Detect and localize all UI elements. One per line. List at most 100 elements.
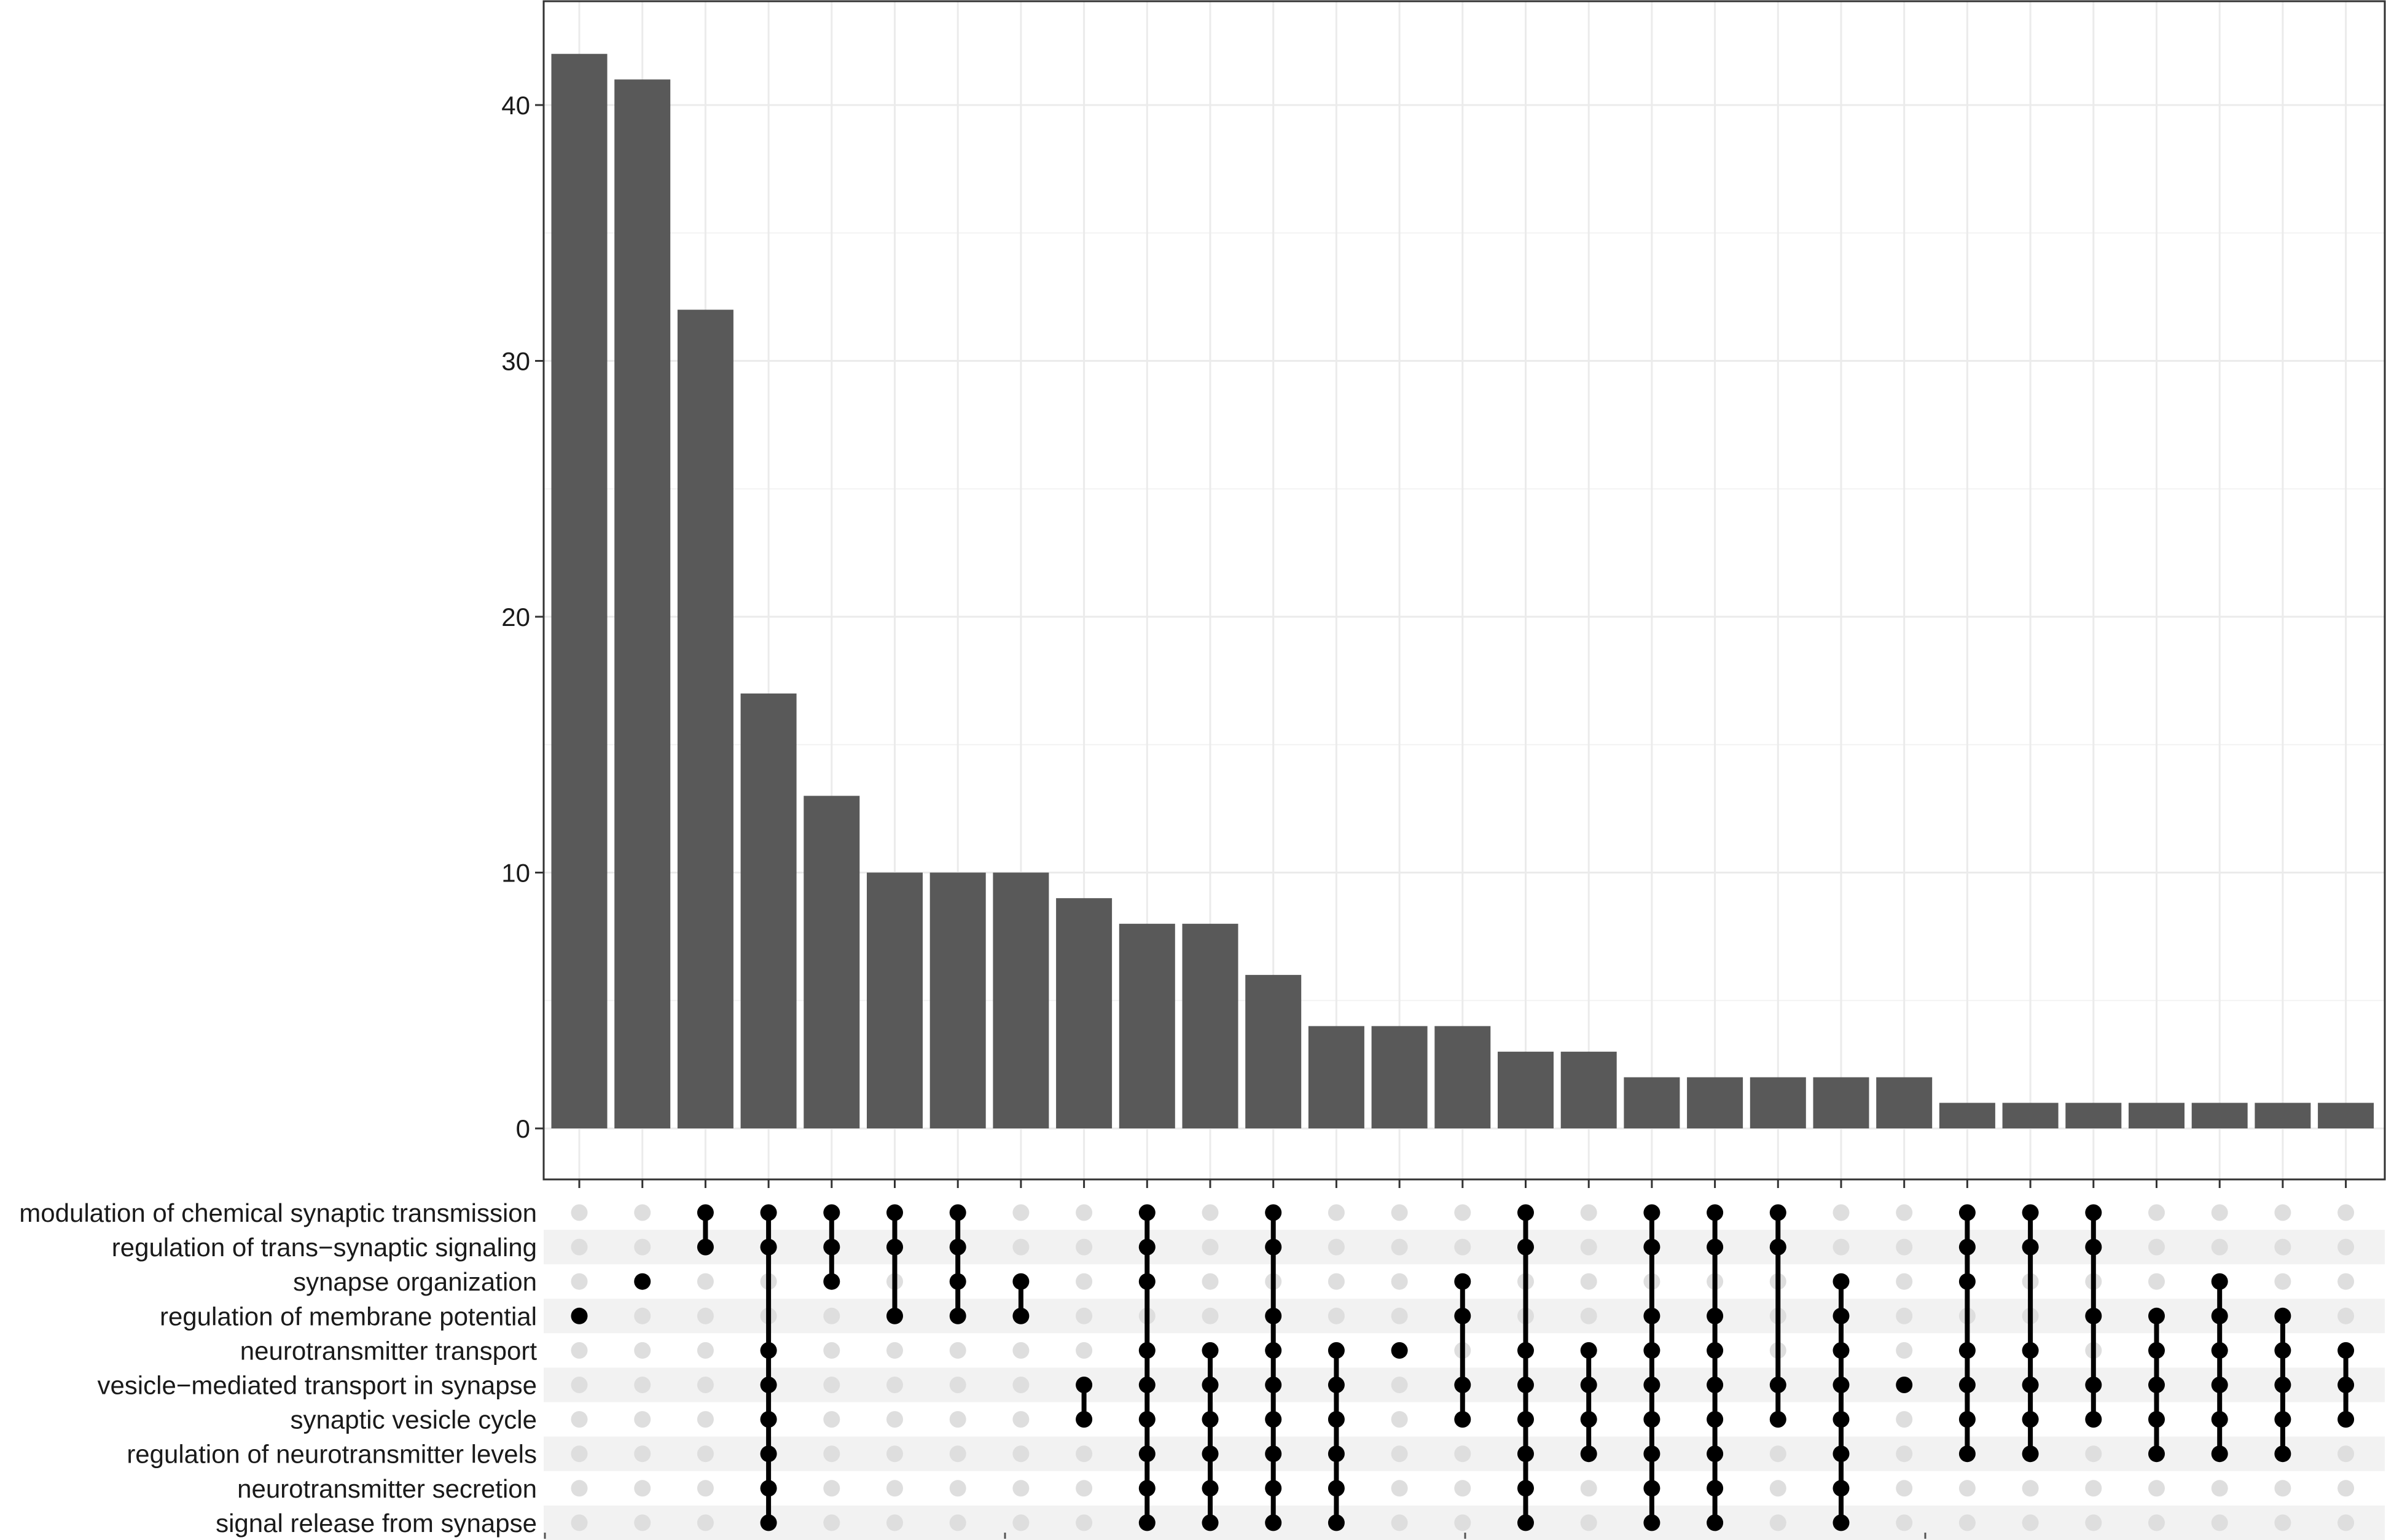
matrix-dot-active [1643,1204,1660,1221]
matrix-dot-inactive [571,1377,588,1393]
matrix-dot-inactive [949,1514,966,1531]
matrix-dot-inactive [823,1377,840,1393]
matrix-dot-active [1076,1377,1093,1393]
matrix-dot-inactive [634,1204,651,1221]
matrix-dot-inactive [1896,1514,1913,1531]
bar [2191,1103,2248,1128]
matrix-dot-active [2337,1377,2355,1393]
matrix-dot-inactive [634,1238,651,1256]
matrix-dot-active [1833,1273,1850,1290]
matrix-dot-active [949,1238,966,1256]
matrix-dot-inactive [697,1307,714,1324]
matrix-dot-active [1265,1411,1282,1428]
matrix-dot-active [760,1238,777,1256]
matrix-dot-active [1202,1514,1219,1531]
bar [2255,1103,2311,1128]
matrix-dot-active [1580,1445,1597,1463]
matrix-dot-inactive [2211,1480,2228,1497]
matrix-dot-inactive [1580,1514,1597,1531]
matrix-dot-inactive [949,1342,966,1359]
matrix-dot-inactive [1012,1514,1030,1531]
bar [929,872,986,1128]
matrix-dot-active [1707,1514,1724,1531]
matrix-dot-inactive [1202,1273,1219,1290]
matrix-dot-inactive [1769,1480,1786,1497]
matrix-dot-inactive [2274,1204,2291,1221]
matrix-dot-inactive [1076,1204,1093,1221]
matrix-dot-active [1707,1480,1724,1497]
matrix-dot-active [1138,1377,1156,1393]
matrix-dot-inactive [1896,1411,1913,1428]
matrix-dot-active [1833,1342,1850,1359]
bar [1813,1077,1869,1128]
matrix-panel: modulation of chemical synaptic transmis… [19,1198,2385,1540]
matrix-dot-active [1265,1204,1282,1221]
matrix-dot-inactive [1580,1238,1597,1256]
matrix-dot-inactive [1328,1238,1345,1256]
matrix-dot-active [760,1204,777,1221]
matrix-dot-active [1707,1411,1724,1428]
set-label: regulation of membrane potential [160,1302,537,1331]
matrix-dot-inactive [1391,1204,1408,1221]
matrix-dot-active [1833,1480,1850,1497]
matrix-dot-inactive [1833,1204,1850,1221]
bar [1939,1103,1995,1128]
matrix-dot-inactive [1454,1238,1471,1256]
matrix-dot-inactive [1896,1273,1913,1290]
matrix-dot-inactive [823,1307,840,1324]
bars [551,53,2374,1129]
matrix-dot-active [2022,1445,2039,1463]
matrix-dot-active [1958,1273,1976,1290]
bar [1876,1077,1933,1128]
matrix-dot-inactive [2148,1238,2165,1256]
matrix-dot-inactive [949,1445,966,1463]
matrix-dot-active [634,1273,651,1290]
matrix-dot-active [760,1445,777,1463]
matrix-dot-active [1138,1204,1156,1221]
matrix-dot-active [1643,1238,1660,1256]
matrix-dot-inactive [949,1377,966,1393]
matrix-dot-active [2274,1377,2291,1393]
matrix-bottom-ticks [544,1533,1926,1539]
matrix-dot-inactive [634,1445,651,1463]
matrix-dot-inactive [1076,1307,1093,1324]
matrix-dot-inactive [2337,1445,2355,1463]
matrix-dot-inactive [1769,1445,1786,1463]
matrix-dot-active [2022,1204,2039,1221]
matrix-dot-active [1958,1238,1976,1256]
matrix-dot-inactive [823,1411,840,1428]
matrix-dot-active [1202,1377,1219,1393]
matrix-dot-active [1454,1307,1471,1324]
matrix-dot-active [1138,1445,1156,1463]
set-label: regulation of trans−synaptic signaling [112,1233,537,1262]
matrix-dot-inactive [1391,1411,1408,1428]
matrix-dot-active [2211,1377,2228,1393]
matrix-dot-active [1138,1238,1156,1256]
bar [1371,1026,1428,1128]
matrix-dot-inactive [697,1411,714,1428]
matrix-dot-active [760,1514,777,1531]
matrix-dot-active [1517,1342,1534,1359]
matrix-dot-inactive [1454,1480,1471,1497]
matrix-dot-active [1328,1342,1345,1359]
matrix-dot-active [823,1204,840,1221]
matrix-dot-inactive [2211,1514,2228,1531]
matrix-dot-active [1958,1342,1976,1359]
bar [2318,1103,2374,1128]
matrix-dot-inactive [1202,1238,1219,1256]
matrix-dot-active [2085,1377,2102,1393]
matrix-dot-active [1643,1342,1660,1359]
matrix-dot-inactive [886,1445,903,1463]
matrix-dot-inactive [1896,1307,1913,1324]
matrix-dot-inactive [1391,1238,1408,1256]
matrix-dot-active [1707,1307,1724,1324]
matrix-dot-active [1580,1411,1597,1428]
matrix-dot-active [2022,1342,2039,1359]
matrix-dot-inactive [1328,1307,1345,1324]
bar [1056,898,1113,1128]
matrix-dot-inactive [634,1307,651,1324]
set-label: vesicle−mediated transport in synapse [97,1371,537,1400]
matrix-dot-active [1265,1342,1282,1359]
set-label: synaptic vesicle cycle [291,1405,537,1434]
matrix-dot-active [2148,1342,2165,1359]
